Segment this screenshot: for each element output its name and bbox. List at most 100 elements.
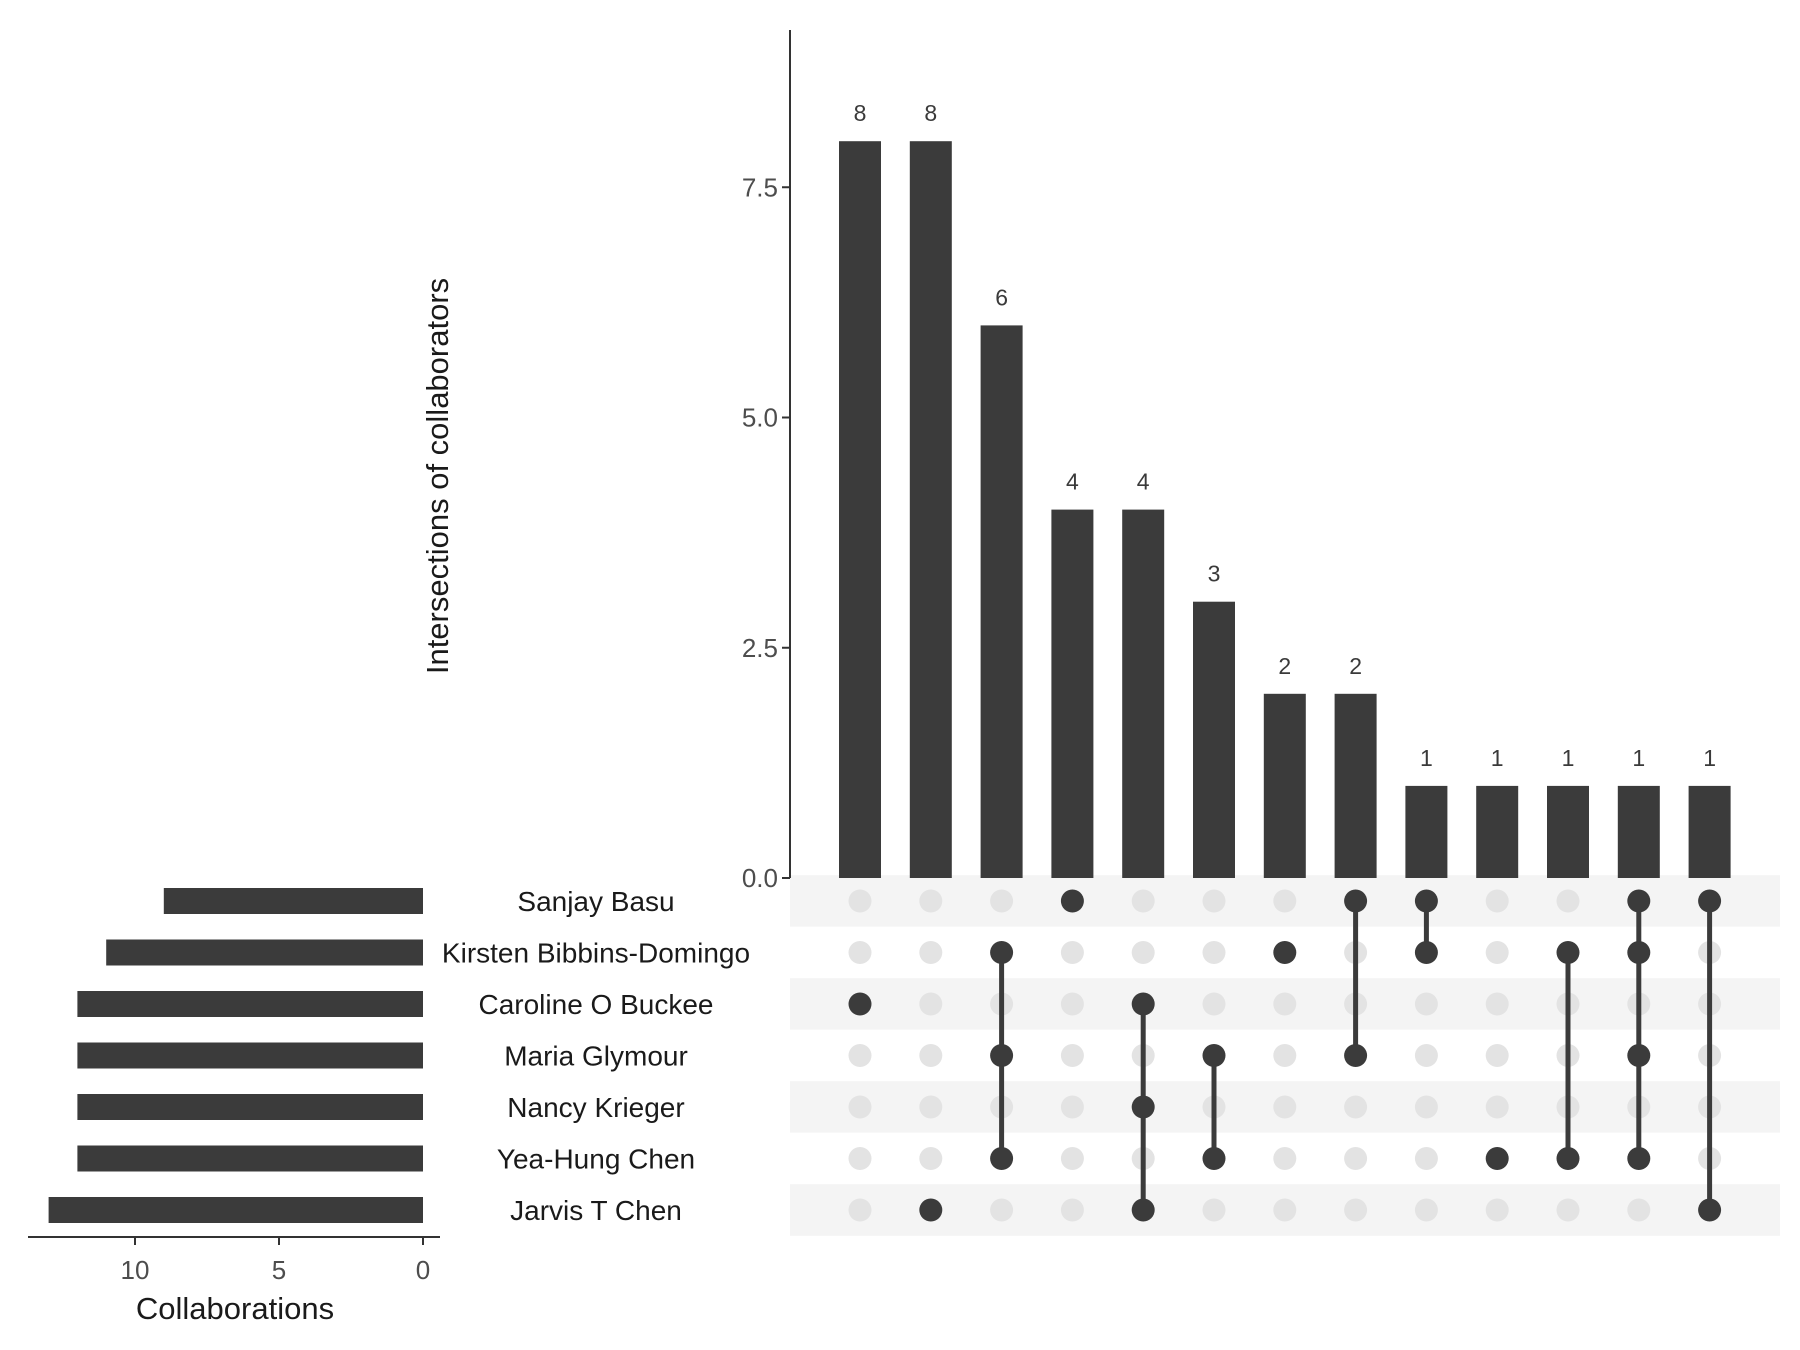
matrix-dot-active <box>1344 1044 1368 1067</box>
bar-value-label: 1 <box>1562 745 1575 771</box>
intersection-bar <box>1193 601 1235 878</box>
set-label: Nancy Krieger <box>507 1092 684 1123</box>
matrix-dot-active <box>1556 1147 1580 1170</box>
set-size-tick-label: 5 <box>272 1255 286 1285</box>
bar-value-label: 4 <box>1137 469 1150 495</box>
matrix-dot-inactive <box>1273 889 1297 913</box>
matrix-dot-inactive <box>990 1198 1014 1222</box>
bar-value-label: 8 <box>924 100 937 126</box>
matrix-dot-active <box>848 992 872 1016</box>
matrix-dot-active <box>1627 889 1651 913</box>
matrix-dot-inactive <box>1485 941 1509 964</box>
matrix-dot-active <box>1344 889 1368 913</box>
set-size-bar <box>106 939 423 966</box>
matrix-dot-inactive <box>1344 1095 1368 1119</box>
matrix-dot-inactive <box>1414 1147 1438 1170</box>
matrix-dot-inactive <box>1060 1198 1084 1222</box>
matrix-dot-inactive <box>848 1198 872 1222</box>
set-size-bar <box>163 888 424 914</box>
matrix-dot-inactive <box>1273 1198 1297 1222</box>
matrix-dot-inactive <box>848 1044 872 1067</box>
matrix-dot-inactive <box>848 889 872 913</box>
intersection-bar <box>1263 693 1306 878</box>
matrix-dot-inactive <box>1556 1198 1580 1222</box>
matrix-dot-active <box>1273 941 1297 964</box>
intersection-bar <box>909 141 952 878</box>
matrix-dot-active <box>990 941 1014 964</box>
matrix-dot-inactive <box>919 941 943 964</box>
bar-value-label: 1 <box>1703 745 1716 771</box>
bar-value-label: 4 <box>1066 469 1079 495</box>
matrix-dot-inactive <box>919 1044 943 1067</box>
matrix-dot-inactive <box>1060 1147 1084 1170</box>
set-size-axis-title: Collaborations <box>136 1291 334 1326</box>
matrix-dot-active <box>1060 889 1084 913</box>
intersection-bar <box>839 141 881 878</box>
matrix-dot-inactive <box>848 941 872 964</box>
matrix-dot-inactive <box>1273 1147 1297 1170</box>
bar-value-label: 6 <box>995 284 1008 310</box>
bar-value-label: 8 <box>854 100 867 126</box>
set-size-chart: 10 5 0 <box>28 888 440 1285</box>
matrix-dot-active <box>919 1198 943 1222</box>
intersection-bar <box>980 325 1023 878</box>
bar-value-label: 1 <box>1491 745 1504 771</box>
matrix-dot-active <box>990 1044 1014 1067</box>
matrix-dot-inactive <box>1485 1095 1509 1119</box>
intersection-bar <box>1122 509 1165 878</box>
matrix-dot-inactive <box>1414 992 1438 1016</box>
set-labels: Sanjay Basu Kirsten Bibbins-Domingo Caroli… <box>442 886 750 1226</box>
intersection-bar <box>1688 785 1731 878</box>
matrix-dot-active <box>1202 1044 1226 1067</box>
bar-value-label: 1 <box>1420 745 1433 771</box>
intersection-axis-title: Intersections of collaborators <box>420 278 455 674</box>
matrix-dot-active <box>1131 992 1155 1016</box>
intersection-matrix <box>848 889 1722 1222</box>
matrix-dot-inactive <box>1627 1198 1651 1222</box>
matrix-dot-inactive <box>1414 1095 1438 1119</box>
intersection-bar <box>1405 785 1448 878</box>
matrix-dot-inactive <box>1131 941 1155 964</box>
matrix-dot-inactive <box>1060 1044 1084 1067</box>
bar-value-label: 2 <box>1349 653 1362 679</box>
matrix-dot-inactive <box>1273 1095 1297 1119</box>
set-size-bar <box>77 1094 424 1120</box>
set-size-tick-label: 10 <box>121 1255 150 1285</box>
matrix-dot-inactive <box>1485 1044 1509 1067</box>
y-tick-label: 5.0 <box>742 403 778 433</box>
matrix-dot-inactive <box>1485 1198 1509 1222</box>
intersection-bar <box>1334 693 1377 878</box>
bar-value-label: 3 <box>1208 561 1221 587</box>
intersection-bar <box>1476 785 1519 878</box>
set-label: Sanjay Basu <box>517 886 674 917</box>
matrix-dot-inactive <box>1202 992 1226 1016</box>
matrix-dot-inactive <box>848 1095 872 1119</box>
matrix-dot-inactive <box>1485 992 1509 1016</box>
matrix-dot-inactive <box>1344 1147 1368 1170</box>
matrix-dot-active <box>1414 889 1438 913</box>
matrix-dot-inactive <box>1414 1198 1438 1222</box>
matrix-dot-active <box>1485 1147 1509 1170</box>
intersection-bar <box>1617 785 1660 878</box>
matrix-dot-inactive <box>1485 889 1509 913</box>
matrix-dot-active <box>1627 941 1651 964</box>
y-tick-label: 0.0 <box>742 863 778 893</box>
matrix-dot-inactive <box>848 1147 872 1170</box>
bar-value-label: 2 <box>1278 653 1291 679</box>
matrix-dot-active <box>990 1147 1014 1170</box>
y-tick-label: 2.5 <box>742 633 778 663</box>
matrix-dot-active <box>1556 941 1580 964</box>
matrix-dot-inactive <box>919 992 943 1016</box>
matrix-dot-active <box>1414 941 1438 964</box>
matrix-dot-inactive <box>1131 889 1155 913</box>
matrix-dot-active <box>1131 1095 1155 1119</box>
matrix-dot-inactive <box>1202 941 1226 964</box>
matrix-dot-inactive <box>990 889 1014 913</box>
matrix-dot-active <box>1698 1198 1722 1222</box>
matrix-dot-inactive <box>919 1095 943 1119</box>
set-label: Maria Glymour <box>504 1041 688 1072</box>
matrix-dot-inactive <box>1273 1044 1297 1067</box>
matrix-dot-inactive <box>1556 889 1580 913</box>
bar-value-label: 1 <box>1632 745 1645 771</box>
